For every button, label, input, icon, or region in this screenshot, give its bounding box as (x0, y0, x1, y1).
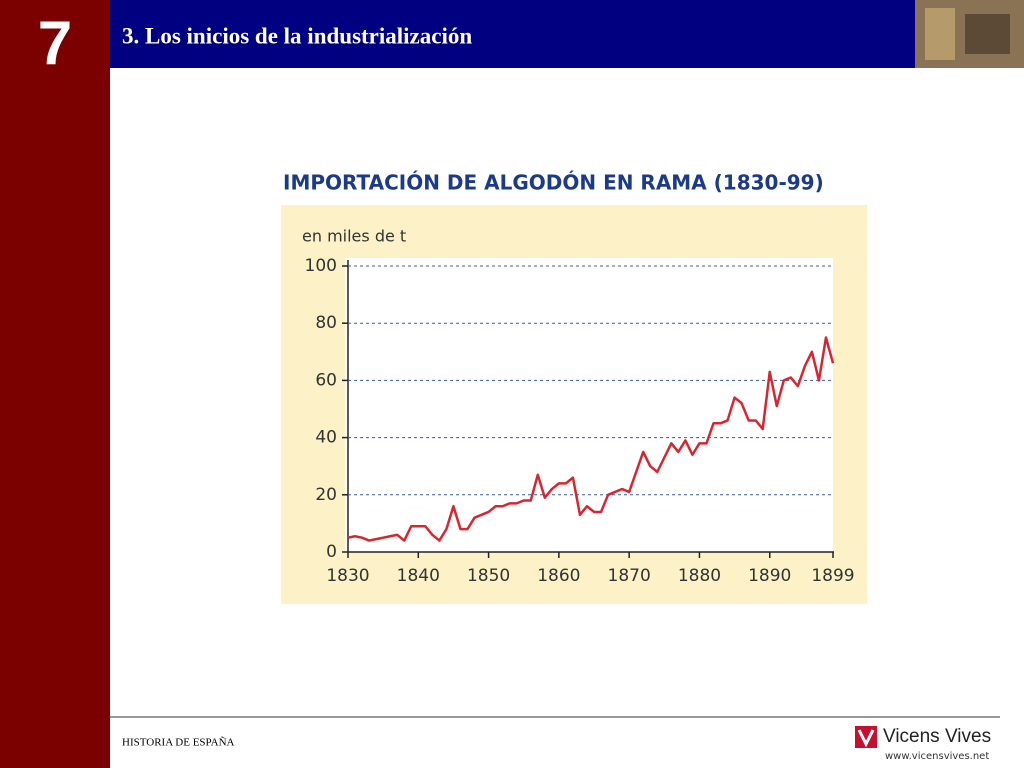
chart-title: IMPORTACIÓN DE ALGODÓN EN RAMA (1830-99) (283, 171, 824, 195)
x-tick-label: 1840 (397, 566, 440, 586)
title-bar (110, 0, 1024, 68)
brand: Vicens Vives (883, 726, 991, 747)
url: www.vicensvives.net (885, 751, 989, 762)
data-line (347, 336, 835, 542)
y-tick-label: 20 (315, 485, 337, 505)
y-axis-label: en miles de t (302, 227, 406, 246)
footer-text: HISTORIA DE ESPAÑA (122, 737, 235, 749)
picture-detail (965, 14, 1010, 54)
y-tick-label: 60 (315, 370, 337, 390)
x-tick-label: 1890 (748, 566, 791, 586)
plot-area (345, 258, 833, 552)
y-tick-label: 100 (305, 256, 337, 276)
x-tick-label: 1899 (811, 566, 854, 586)
y-tick-label: 40 (315, 428, 337, 448)
picture-detail (925, 8, 955, 60)
slide-title: 3. Los inicios de la industrialización (122, 23, 472, 48)
chapter-number: 7 (38, 9, 72, 78)
x-tick-label: 1830 (326, 566, 369, 586)
x-tick-label: 1850 (467, 566, 510, 586)
logo-v (857, 729, 875, 748)
y-tick-label: 0 (326, 542, 337, 562)
x-tick-label: 1860 (537, 566, 580, 586)
x-tick-label: 1870 (608, 566, 651, 586)
sidebar (0, 0, 110, 768)
x-tick-label: 1880 (678, 566, 721, 586)
y-tick-label: 80 (315, 313, 337, 333)
